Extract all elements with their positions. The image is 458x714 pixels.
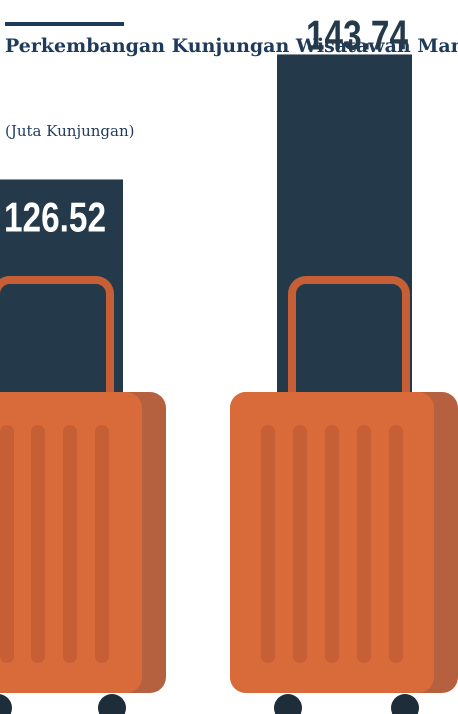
value-label: 143.74	[306, 11, 409, 58]
chart-subtitle: (Juta Kunjungan)	[5, 122, 135, 140]
bar	[277, 54, 412, 420]
chart: Perkembangan Kunjungan Wisatawan Mancane…	[0, 0, 458, 714]
bars: 126.52 143.74	[0, 11, 412, 420]
value-label: 126.52	[4, 193, 106, 240]
